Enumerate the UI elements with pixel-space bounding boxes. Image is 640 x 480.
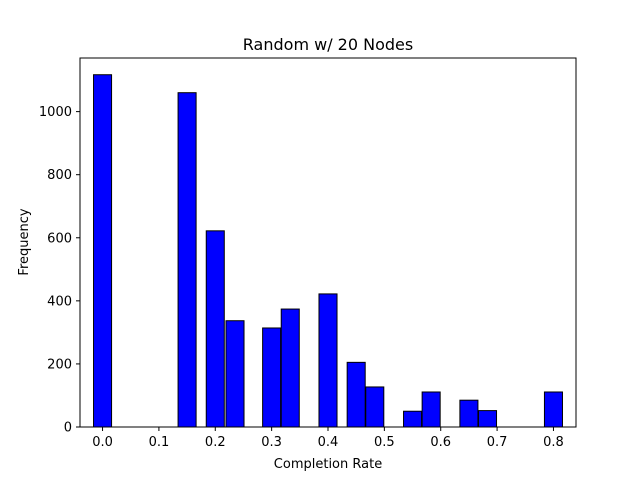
histogram-bar-13 — [543, 391, 563, 428]
histogram-bar-2 — [205, 230, 225, 428]
x-tick-label: 0.0 — [92, 435, 113, 450]
y-tick-label: 600 — [47, 231, 72, 246]
histogram-bar-8 — [365, 386, 385, 428]
histogram-bar-11 — [459, 399, 479, 428]
y-tick-label: 800 — [47, 168, 72, 183]
x-axis-label: Completion Rate — [274, 457, 382, 472]
x-tick-label: 0.8 — [543, 435, 564, 450]
x-tick-label: 0.4 — [318, 435, 339, 450]
chart-title: Random w/ 20 Nodes — [243, 35, 413, 54]
bars-layer — [93, 74, 563, 428]
y-tick-label: 200 — [47, 357, 72, 372]
x-axis: 0.0 0.1 0.2 0.3 0.4 0.5 0.6 0.7 0.8 — [92, 427, 564, 450]
y-tick-label: 0 — [64, 421, 72, 436]
x-tick-label: 0.1 — [149, 435, 170, 450]
x-tick-label: 0.2 — [205, 435, 226, 450]
x-tick-label: 0.7 — [487, 435, 508, 450]
x-tick-label: 0.6 — [430, 435, 451, 450]
x-tick-label: 0.3 — [261, 435, 282, 450]
histogram-bar-7 — [346, 361, 366, 428]
y-axis: 0 200 400 600 800 1000 — [39, 105, 80, 436]
histogram-bar-5 — [280, 308, 300, 428]
y-axis-label: Frequency — [17, 208, 32, 275]
histogram-bar-6 — [318, 293, 338, 428]
y-tick-label: 1000 — [39, 105, 72, 120]
y-tick-label: 400 — [47, 294, 72, 309]
histogram-bar-0 — [93, 74, 113, 428]
histogram-bar-9 — [403, 410, 423, 428]
histogram-bar-3 — [225, 320, 245, 428]
histogram-bar-10 — [421, 391, 441, 428]
x-tick-label: 0.5 — [374, 435, 395, 450]
histogram-bar-4 — [262, 327, 282, 428]
histogram-bar-12 — [477, 410, 498, 428]
histogram-bar-1 — [177, 92, 197, 428]
